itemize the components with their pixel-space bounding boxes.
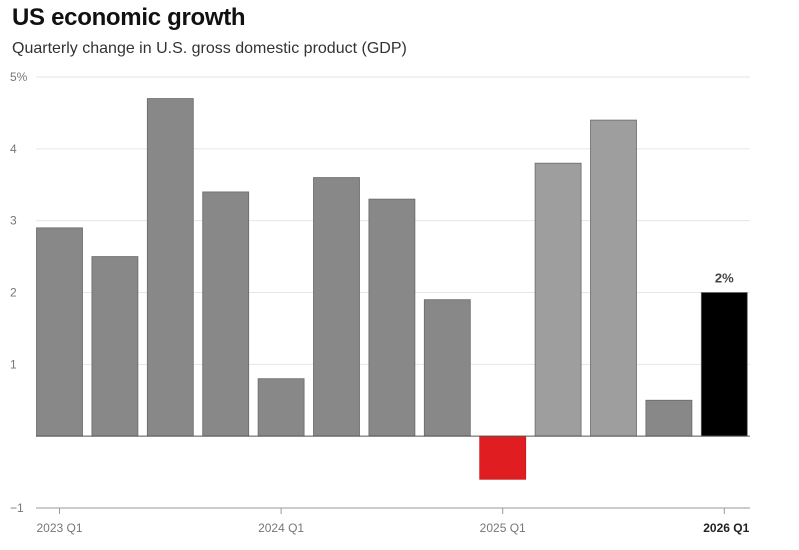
bar: [645, 399, 693, 437]
y-axis-ticks: −1 1 2 3 4 5%: [10, 70, 28, 515]
bar: [36, 227, 83, 437]
y-tick-label: −1: [10, 501, 24, 515]
x-axis-ticks: 2023 Q1 2024 Q1 2025 Q1 2026 Q1: [36, 508, 750, 535]
y-tick-label: 3: [10, 214, 17, 228]
x-axis: [36, 435, 750, 509]
bar: [423, 299, 471, 437]
bar: [202, 191, 250, 437]
bar: [146, 98, 194, 437]
x-tick-label: 2023 Q1: [36, 521, 82, 535]
bar: [313, 177, 360, 437]
bar: [700, 292, 748, 437]
y-tick-label: 5%: [10, 70, 28, 84]
y-tick-label: 1: [10, 357, 17, 371]
x-tick-label: 2024 Q1: [258, 521, 304, 535]
bar: [368, 198, 416, 437]
bar: [479, 435, 527, 480]
chart-subtitle: Quarterly change in U.S. gross domestic …: [12, 40, 407, 57]
bar: [91, 256, 139, 437]
y-tick-label: 4: [10, 142, 17, 156]
data-labels: 2%: [715, 271, 734, 286]
x-tick-label: 2026 Q1: [703, 521, 749, 535]
chart-title: US economic growth: [12, 4, 246, 31]
bars: [36, 98, 748, 480]
y-tick-label: 2: [10, 286, 17, 300]
bar: [257, 378, 305, 437]
bar: [534, 162, 582, 437]
bar: [590, 119, 637, 437]
data-label: 2%: [715, 271, 734, 286]
x-tick-label: 2025 Q1: [480, 521, 526, 535]
